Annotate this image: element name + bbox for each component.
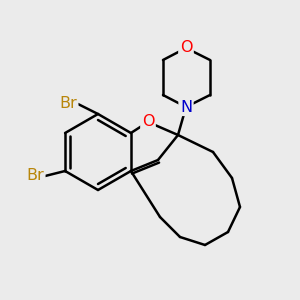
Text: Br: Br bbox=[26, 169, 44, 184]
Text: N: N bbox=[180, 100, 192, 115]
Text: Br: Br bbox=[59, 97, 77, 112]
Text: O: O bbox=[180, 40, 192, 56]
Text: O: O bbox=[142, 115, 154, 130]
